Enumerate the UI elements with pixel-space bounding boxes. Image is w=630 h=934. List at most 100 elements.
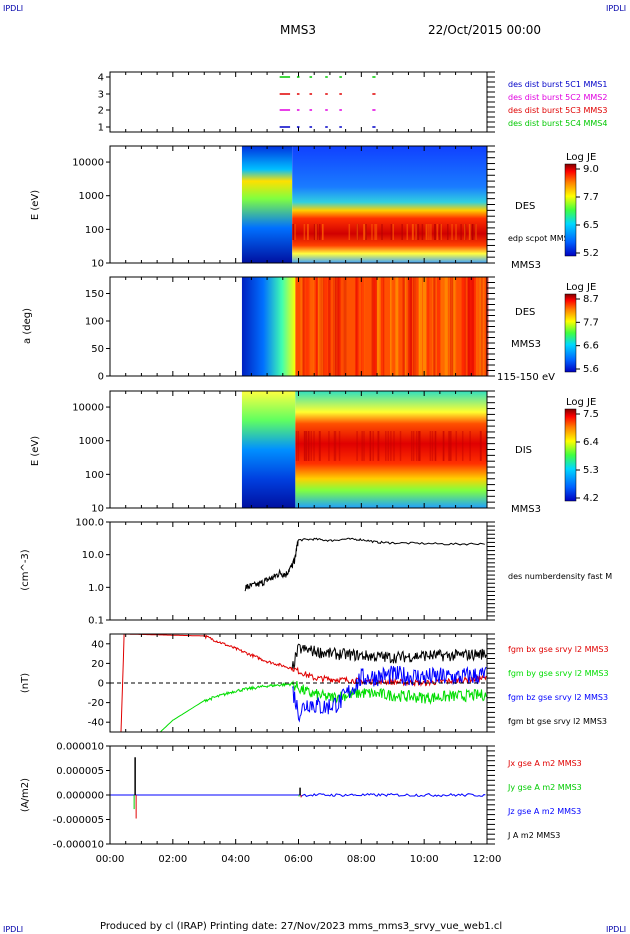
des-pitch-texture (339, 277, 344, 376)
dis-energy-texture (319, 431, 321, 461)
des-energy-texture (436, 224, 439, 240)
density-series-line (244, 537, 485, 592)
des-energy-texture (472, 224, 474, 240)
time-axis-label: 00:00 (96, 854, 125, 865)
current-y-tick-label: 0.000000 (56, 791, 104, 802)
dis-energy-texture (442, 431, 445, 461)
des-pitch-texture (419, 277, 423, 376)
des-energy-texture (319, 224, 321, 240)
dis-energy-texture (334, 431, 337, 461)
des-pitch-colorbar (564, 293, 577, 373)
dis-energy-texture (412, 431, 415, 461)
des-energy-texture (315, 224, 317, 240)
dis-energy-texture (434, 431, 437, 461)
des-energy-texture (392, 224, 395, 240)
des-energy-early-region (241, 146, 293, 263)
dis-energy-texture (333, 431, 336, 461)
des-pitch-texture (415, 277, 419, 376)
dis-energy-texture (305, 431, 308, 461)
dis-energy-texture (410, 431, 413, 461)
bfield-series-bt (291, 643, 487, 670)
des-energy-texture (468, 224, 471, 240)
dis-energy-texture (372, 431, 374, 461)
des-pitch-texture (302, 277, 305, 376)
des-pitch-texture (361, 277, 365, 376)
density-y-tick-label: 100.0 (75, 518, 104, 529)
des-pitch-texture (482, 277, 485, 376)
des-pitch-texture (452, 277, 457, 376)
des-pitch-texture (427, 277, 430, 376)
des-energy-texture (401, 224, 403, 240)
current-ylabel: (A/m2) (20, 778, 31, 812)
bfield-legend-1: fgm bx gse srvy l2 MMS3 (508, 645, 609, 654)
des-energy-texture (365, 224, 367, 240)
dis-energy-label-sc: MMS3 (511, 504, 541, 515)
density-legend: des numberdensity fast M (508, 572, 612, 581)
des-energy-texture (374, 224, 376, 240)
des-energy-texture (439, 224, 441, 240)
des-pitch-texture (464, 277, 469, 376)
des-pitch-texture (300, 277, 304, 376)
des-pitch-texture (432, 277, 435, 376)
corner-label-bottom-right: IPDLI (606, 925, 626, 934)
des-energy-texture (434, 224, 436, 240)
des-energy-y-tick-label: 1000 (79, 191, 104, 202)
des-energy-colorbar-tick-label: 6.5 (583, 220, 599, 231)
des-energy-texture (430, 224, 432, 240)
dis-energy-texture (361, 431, 363, 461)
des-energy-texture (363, 224, 365, 240)
current-y-tick-label: -0.000010 (53, 840, 104, 851)
dis-energy-y-tick-label: 100 (85, 470, 104, 481)
dis-energy-texture (318, 431, 321, 461)
dis-energy-texture (385, 431, 387, 461)
des-pitch-texture (319, 277, 324, 376)
des-pitch-colorbar-tick-label: 5.6 (583, 364, 599, 375)
burst-y-tick-label: 2 (98, 106, 104, 117)
des-energy-colorbar-tick-label: 9.0 (583, 164, 599, 175)
spacecraft-title: MMS3 (280, 23, 316, 37)
des-pitch-texture (371, 277, 375, 376)
dis-energy-texture (449, 431, 451, 461)
des-pitch-texture (355, 277, 358, 376)
bfield-series-by (159, 680, 487, 733)
des-pitch-texture (409, 277, 412, 376)
des-energy-texture (292, 224, 295, 240)
dis-energy-texture (393, 431, 395, 461)
des-energy-colorbar-title: Log JE (566, 152, 596, 163)
current-legend-4: J A m2 MMS3 (507, 831, 560, 840)
des-pitch-texture (440, 277, 444, 376)
des-energy-texture (348, 224, 351, 240)
panels-group: 1 2 3 4 des dist burst 5C1 MMS1 des dist burs… (20, 71, 612, 865)
des-pitch-texture (391, 277, 395, 376)
des-energy-y-tick-label: 10 (91, 259, 104, 270)
current-legend-2: Jy gse A m2 MMS3 (507, 783, 582, 792)
corner-label-bottom-left: IPDLI (3, 925, 23, 934)
bfield-y-tick-label: -40 (88, 718, 104, 729)
time-axis-label: 02:00 (158, 854, 187, 865)
des-energy-texture (440, 224, 442, 240)
des-pitch-texture (462, 277, 465, 376)
dis-energy-y-tick-label: 10000 (72, 403, 104, 414)
des-pitch-y-tick-label: 150 (85, 289, 104, 300)
des-energy-texture (417, 224, 420, 240)
dis-energy-texture (377, 431, 379, 461)
des-energy-texture (421, 224, 424, 240)
dis-energy-texture (356, 431, 358, 461)
burst-y-tick-label: 4 (98, 73, 104, 84)
dis-energy-y-tick-label: 10 (91, 504, 104, 515)
des-energy-texture (415, 224, 417, 240)
des-pitch-early-region (241, 277, 296, 376)
des-energy-label-sc: MMS3 (511, 260, 541, 271)
dis-energy-texture (461, 431, 464, 461)
des-energy-y-tick-label: 10000 (72, 158, 104, 169)
des-pitch-texture (305, 277, 309, 376)
des-pitch-colorbar-tick-label: 8.7 (583, 294, 599, 305)
dis-energy-texture (419, 431, 421, 461)
dis-energy-colorbar-title: Log JE (566, 397, 596, 408)
des-energy-texture (371, 224, 373, 240)
des-energy-texture (428, 224, 430, 240)
dis-energy-texture (313, 431, 315, 461)
des-energy-texture (381, 224, 383, 240)
corner-label-top-right: IPDLI (606, 4, 626, 13)
